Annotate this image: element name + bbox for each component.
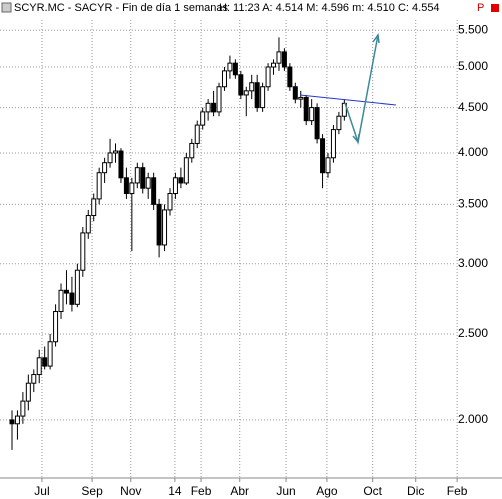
x-tick-label: Feb bbox=[447, 484, 468, 498]
candle-body bbox=[58, 289, 64, 313]
candle-body bbox=[74, 269, 80, 305]
candle-body bbox=[85, 215, 91, 234]
candle-body bbox=[243, 90, 249, 96]
candle-body bbox=[9, 419, 15, 425]
candle-body bbox=[167, 193, 173, 211]
candle-body bbox=[134, 167, 140, 184]
candle-body bbox=[287, 66, 293, 88]
candle-body bbox=[102, 162, 108, 174]
candle-body bbox=[265, 66, 271, 88]
candle-body bbox=[178, 177, 184, 184]
candle-body bbox=[42, 357, 48, 367]
candle-body bbox=[292, 86, 298, 100]
x-tick-label: Nov bbox=[120, 484, 141, 498]
arrow-head bbox=[352, 133, 360, 144]
candle-body bbox=[69, 292, 75, 305]
trend-line bbox=[299, 94, 397, 106]
candle-body bbox=[91, 198, 97, 217]
y-tick-label: 5.000 bbox=[458, 59, 488, 73]
candle-body bbox=[36, 357, 42, 376]
candle-body bbox=[172, 177, 178, 195]
candle-body bbox=[20, 400, 26, 417]
x-tick-label: Abr bbox=[230, 484, 249, 498]
candle-body bbox=[200, 111, 206, 126]
y-tick-label: 4.500 bbox=[458, 100, 488, 114]
candle-body bbox=[271, 62, 277, 68]
y-tick-label: 2.500 bbox=[458, 326, 488, 340]
x-tick-label: Sep bbox=[81, 484, 103, 498]
candle-body bbox=[249, 82, 255, 92]
candle-body bbox=[47, 341, 53, 367]
candle-body bbox=[227, 62, 233, 72]
candle-body bbox=[205, 102, 211, 113]
candle-body bbox=[221, 70, 227, 88]
candle-body bbox=[325, 157, 331, 174]
candle-body bbox=[140, 167, 146, 189]
icon bbox=[1, 2, 12, 13]
candle-body bbox=[156, 203, 162, 246]
x-tick-label: Jul bbox=[34, 484, 49, 498]
x-tick-label: Oct bbox=[363, 484, 382, 498]
flag: P bbox=[477, 2, 484, 14]
candle-body bbox=[189, 142, 195, 159]
candle-body bbox=[96, 172, 102, 200]
candle-body bbox=[336, 115, 342, 131]
candle-body bbox=[260, 86, 266, 109]
status-box bbox=[491, 4, 499, 12]
candle-body bbox=[25, 382, 31, 402]
y-tick-label: 3.000 bbox=[458, 256, 488, 270]
candle-body bbox=[216, 86, 222, 113]
chart-title: SCYR.MC - SACYR - Fin de día 1 semanas bbox=[14, 2, 228, 14]
candle-body bbox=[314, 107, 320, 140]
x-tick-label: Jun bbox=[276, 484, 295, 498]
candle-body bbox=[254, 82, 260, 109]
candle-body bbox=[298, 96, 304, 100]
candle-body bbox=[303, 96, 309, 122]
candle-body bbox=[276, 51, 282, 64]
y-tick-label: 2.000 bbox=[458, 412, 488, 426]
candle-body bbox=[113, 150, 119, 154]
x-tick-label: 14 bbox=[168, 484, 182, 498]
candle-body bbox=[183, 157, 189, 184]
candle-body bbox=[281, 51, 287, 68]
x-tick-label: Dic bbox=[407, 484, 424, 498]
candle-body bbox=[123, 177, 129, 195]
candle-body bbox=[320, 138, 326, 174]
x-tick-label: Ago bbox=[316, 484, 338, 498]
candle-body bbox=[309, 107, 315, 122]
candle-body bbox=[211, 102, 217, 113]
candle-body bbox=[129, 182, 135, 195]
candle-body bbox=[330, 129, 336, 159]
plot-area: 2.000 2.500 3.000 3.500 4.000 4.500 5.000 5.500… bbox=[0, 20, 488, 498]
candle-body bbox=[162, 209, 168, 246]
candle-body bbox=[31, 374, 37, 384]
y-tick-label: 5.500 bbox=[458, 22, 488, 36]
candle-body bbox=[53, 311, 59, 343]
candle-body bbox=[151, 177, 157, 205]
y-tick-label: 3.500 bbox=[458, 197, 488, 211]
arrow-head bbox=[372, 33, 380, 44]
candle-body bbox=[63, 289, 69, 294]
y-tick-label: 4.000 bbox=[458, 145, 488, 159]
candle-body bbox=[14, 415, 20, 425]
candle-body bbox=[238, 74, 244, 96]
quote: H: 11:23 A: 4.514 M: 4.596 m: 4.510 C: 4… bbox=[219, 2, 440, 14]
x-tick-label: Feb bbox=[191, 484, 212, 498]
candle-body bbox=[145, 177, 151, 189]
candle-body bbox=[232, 62, 238, 76]
candle-body bbox=[118, 150, 124, 179]
candle-body bbox=[107, 152, 113, 164]
candle-body bbox=[80, 232, 86, 271]
candle-body bbox=[194, 124, 200, 144]
